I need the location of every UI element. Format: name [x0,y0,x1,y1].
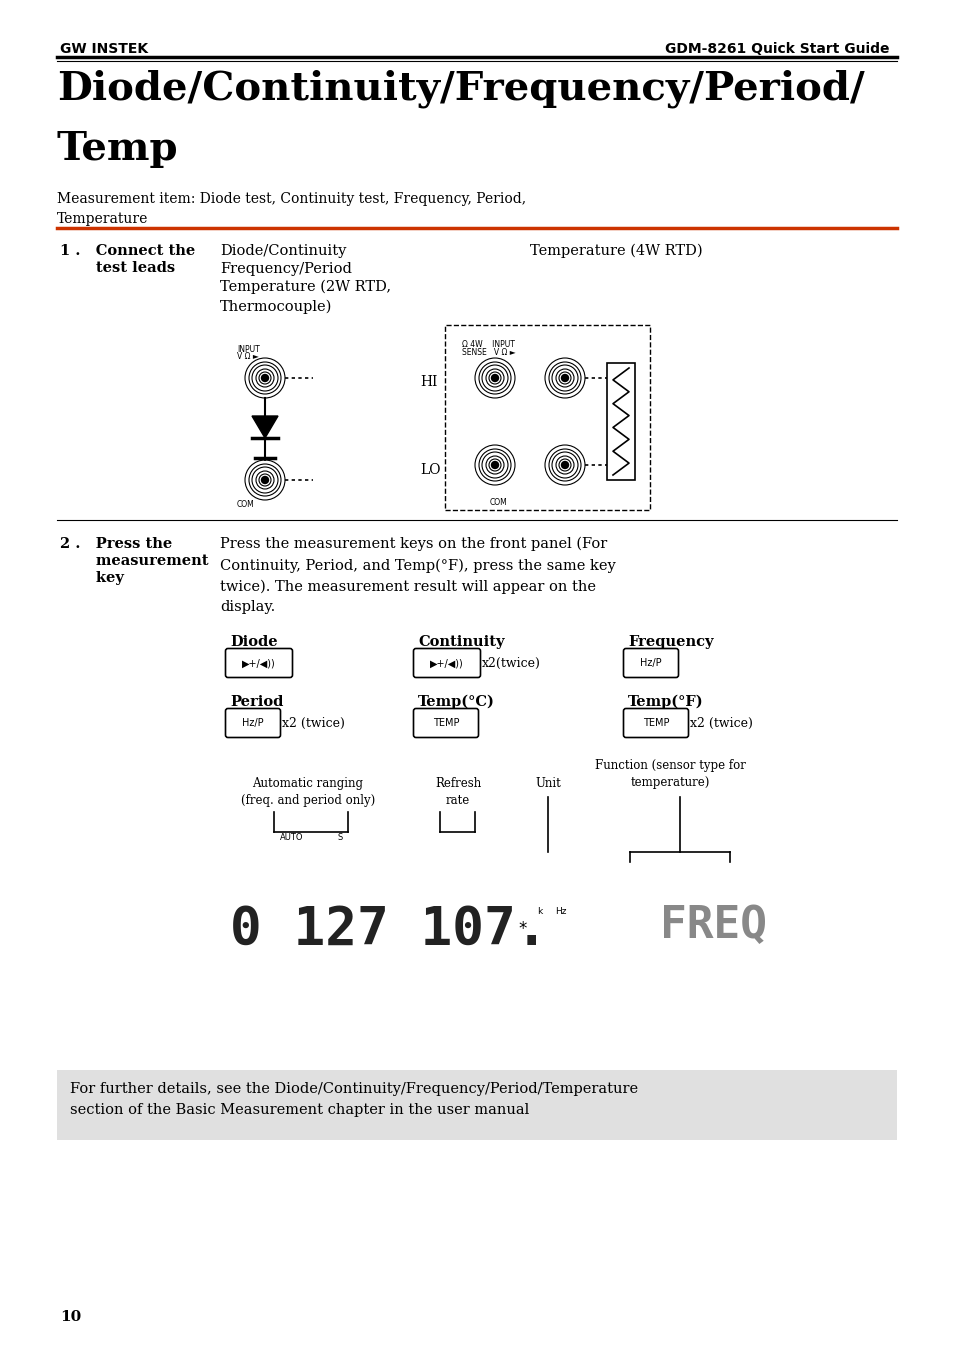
Text: Diode: Diode [230,634,277,649]
Text: Temp(°C): Temp(°C) [417,695,495,709]
Text: Unit: Unit [535,778,560,790]
Text: GDM-8261 Quick Start Guide: GDM-8261 Quick Start Guide [665,42,889,55]
Text: Diode/Continuity: Diode/Continuity [220,244,346,258]
Text: Temperature (4W RTD): Temperature (4W RTD) [530,244,702,258]
Text: V Ω ►: V Ω ► [236,352,258,360]
Text: For further details, see the Diode/Continuity/Frequency/Period/Temperature
secti: For further details, see the Diode/Conti… [70,1081,638,1116]
Text: measurement: measurement [60,554,209,568]
Text: AUTO: AUTO [280,833,303,842]
Bar [57,1071,896,1139]
Text: Measurement item: Diode test, Continuity test, Frequency, Period,
Temperature: Measurement item: Diode test, Continuity… [57,192,525,225]
Text: GW INSTEK: GW INSTEK [60,42,148,55]
Text: 0 127 107.: 0 127 107. [230,904,547,956]
Text: Hz: Hz [555,907,566,917]
Circle shape [491,374,498,382]
Text: TEMP: TEMP [642,718,669,728]
Text: k: k [537,907,541,917]
Text: test leads: test leads [60,261,175,275]
Circle shape [491,462,498,468]
Bar [606,363,635,481]
Text: Frequency/Period: Frequency/Period [220,262,352,275]
Text: Refresh
rate: Refresh rate [435,778,480,807]
Text: INPUT: INPUT [236,346,259,354]
Text: x2 (twice): x2 (twice) [282,717,345,729]
Text: 2 .   Press the: 2 . Press the [60,537,172,551]
Bar [444,325,649,510]
Text: Ω 4W    INPUT: Ω 4W INPUT [461,340,515,350]
Text: x2 (twice): x2 (twice) [689,717,752,729]
Text: Continuity: Continuity [417,634,504,649]
Text: Temperature (2W RTD,
Thermocouple): Temperature (2W RTD, Thermocouple) [220,279,391,315]
Text: Hz/P: Hz/P [639,657,661,668]
Circle shape [561,374,568,382]
Text: Period: Period [230,695,283,709]
Text: Press the measurement keys on the front panel (For
Continuity, Period, and Temp(: Press the measurement keys on the front … [220,537,615,614]
Text: 10: 10 [60,1310,81,1324]
Text: LO: LO [419,463,440,477]
Polygon shape [252,416,277,437]
Circle shape [561,462,568,468]
Text: S: S [337,833,343,842]
Text: COM: COM [236,500,254,509]
Text: Frequency: Frequency [627,634,713,649]
Text: Temp(°F): Temp(°F) [627,695,703,709]
Text: COM: COM [490,498,507,508]
Text: HI: HI [419,375,436,389]
Text: Automatic ranging
(freq. and period only): Automatic ranging (freq. and period only… [240,778,375,807]
Text: *: * [517,919,526,938]
Text: Diode/Continuity/Frequency/Period/: Diode/Continuity/Frequency/Period/ [57,70,863,108]
Text: ▶+/◀)): ▶+/◀)) [430,657,463,668]
Text: x2(twice): x2(twice) [481,656,540,670]
Text: FREQ: FREQ [659,904,766,946]
Text: key: key [60,571,124,585]
Circle shape [261,374,268,382]
Text: Hz/P: Hz/P [242,718,264,728]
Text: ▶+/◀)): ▶+/◀)) [242,657,275,668]
Text: 1 .   Connect the: 1 . Connect the [60,244,195,258]
Circle shape [261,477,268,483]
Text: TEMP: TEMP [433,718,458,728]
Text: Function (sensor type for
temperature): Function (sensor type for temperature) [594,759,744,788]
Text: Temp: Temp [57,130,178,167]
Text: SENSE   V Ω ►: SENSE V Ω ► [461,348,515,356]
